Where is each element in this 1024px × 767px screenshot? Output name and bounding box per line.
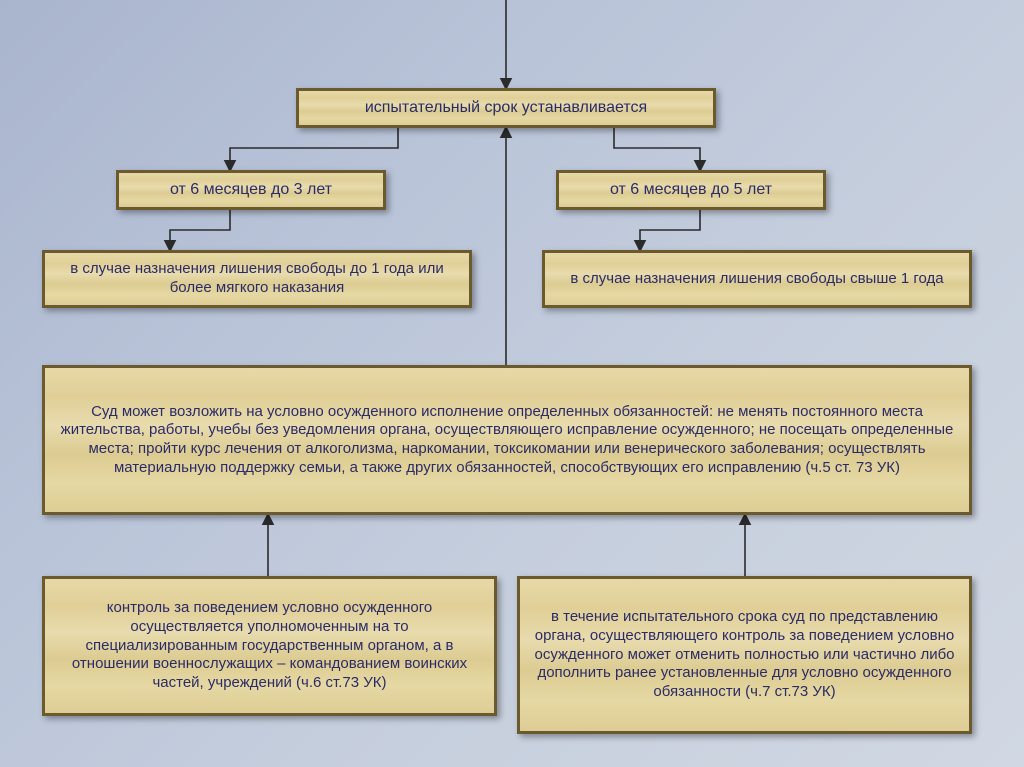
box-during: в течение испытательного срока суд по пр… <box>517 576 972 734</box>
box-right-cond-text: в случае назначения лишения свободы свыш… <box>570 270 943 289</box>
box-left-term: от 6 месяцев до 3 лет <box>116 170 386 210</box>
box-left-cond: в случае назначения лишения свободы до 1… <box>42 250 472 308</box>
box-left-term-text: от 6 месяцев до 3 лет <box>170 180 332 200</box>
box-left-cond-text: в случае назначения лишения свободы до 1… <box>53 260 461 298</box>
box-obligations-text: Суд может возложить на условно осужденно… <box>53 403 961 478</box>
box-during-text: в течение испытательного срока суд по пр… <box>528 608 961 702</box>
box-right-term: от 6 месяцев до 5 лет <box>556 170 826 210</box>
box-right-cond: в случае назначения лишения свободы свыш… <box>542 250 972 308</box>
box-title-text: испытательный срок устанавливается <box>365 98 647 118</box>
box-obligations: Суд может возложить на условно осужденно… <box>42 365 972 515</box>
box-title: испытательный срок устанавливается <box>296 88 716 128</box>
box-control: контроль за поведением условно осужденно… <box>42 576 497 716</box>
box-control-text: контроль за поведением условно осужденно… <box>53 599 486 693</box>
box-right-term-text: от 6 месяцев до 5 лет <box>610 180 772 200</box>
